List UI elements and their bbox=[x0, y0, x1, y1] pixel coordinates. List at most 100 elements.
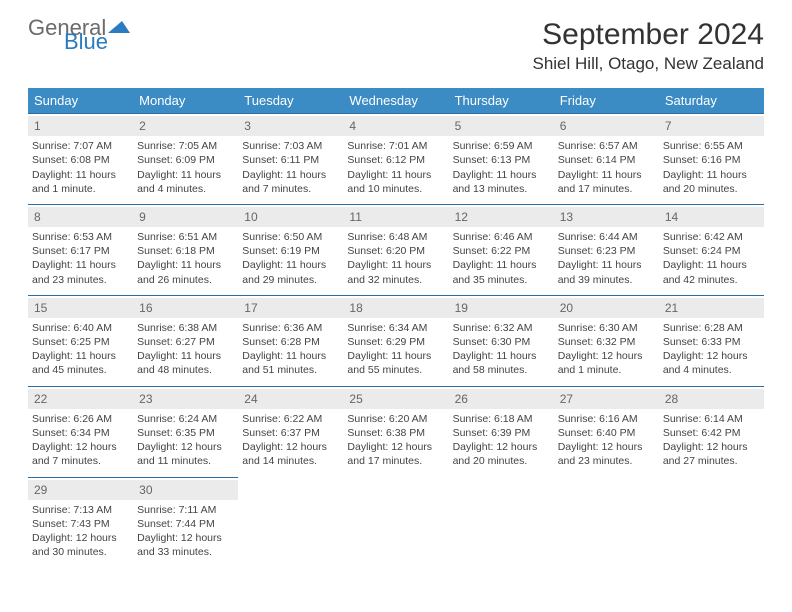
daylight-text: Daylight: 12 hours and 27 minutes. bbox=[663, 440, 760, 468]
sunset-text: Sunset: 7:44 PM bbox=[137, 517, 234, 531]
day-number: 29 bbox=[28, 480, 133, 500]
logo-text: General Blue bbox=[28, 18, 130, 52]
calendar-cell: 28Sunrise: 6:14 AMSunset: 6:42 PMDayligh… bbox=[659, 386, 764, 477]
day-number: 26 bbox=[449, 389, 554, 409]
daylight-text: Daylight: 11 hours and 29 minutes. bbox=[242, 258, 339, 286]
day-number: 15 bbox=[28, 298, 133, 318]
calendar-cell: 3Sunrise: 7:03 AMSunset: 6:11 PMDaylight… bbox=[238, 113, 343, 204]
daylight-text: Daylight: 11 hours and 7 minutes. bbox=[242, 168, 339, 196]
calendar-cell: 24Sunrise: 6:22 AMSunset: 6:37 PMDayligh… bbox=[238, 386, 343, 477]
day-number: 22 bbox=[28, 389, 133, 409]
dow-header: Sunday bbox=[28, 88, 133, 113]
dow-header: Friday bbox=[554, 88, 659, 113]
daylight-text: Daylight: 11 hours and 48 minutes. bbox=[137, 349, 234, 377]
calendar-cell: 14Sunrise: 6:42 AMSunset: 6:24 PMDayligh… bbox=[659, 204, 764, 295]
daylight-text: Daylight: 12 hours and 4 minutes. bbox=[663, 349, 760, 377]
sunrise-text: Sunrise: 6:59 AM bbox=[453, 139, 550, 153]
calendar-cell: 30Sunrise: 7:11 AMSunset: 7:44 PMDayligh… bbox=[133, 477, 238, 568]
sunrise-text: Sunrise: 7:13 AM bbox=[32, 503, 129, 517]
sunrise-text: Sunrise: 6:30 AM bbox=[558, 321, 655, 335]
calendar-cell: 20Sunrise: 6:30 AMSunset: 6:32 PMDayligh… bbox=[554, 295, 659, 386]
calendar-cell: 18 Sunrise: 6:34 AMSunset: 6:29 PMDayligh… bbox=[343, 295, 448, 386]
sunset-text: Sunset: 6:16 PM bbox=[663, 153, 760, 167]
daylight-text: Daylight: 11 hours and 20 minutes. bbox=[663, 168, 760, 196]
dow-header: Saturday bbox=[659, 88, 764, 113]
day-number: 24 bbox=[238, 389, 343, 409]
daylight-text: Daylight: 11 hours and 39 minutes. bbox=[558, 258, 655, 286]
sunset-text: Sunset: 6:39 PM bbox=[453, 426, 550, 440]
sunrise-text: Sunrise: 6:22 AM bbox=[242, 412, 339, 426]
day-number: 18 bbox=[343, 298, 448, 318]
calendar-cell: 1Sunrise: 7:07 AMSunset: 6:08 PMDaylight… bbox=[28, 113, 133, 204]
logo-part2: Blue bbox=[64, 32, 130, 52]
sunset-text: Sunset: 7:43 PM bbox=[32, 517, 129, 531]
calendar-cell: 16Sunrise: 6:38 AMSunset: 6:27 PMDayligh… bbox=[133, 295, 238, 386]
sunrise-text: Sunrise: 6:57 AM bbox=[558, 139, 655, 153]
sunrise-text: Sunrise: 6:46 AM bbox=[453, 230, 550, 244]
daylight-text: Daylight: 12 hours and 14 minutes. bbox=[242, 440, 339, 468]
day-number: 3 bbox=[238, 116, 343, 136]
calendar-cell bbox=[554, 477, 659, 568]
dow-header: Tuesday bbox=[238, 88, 343, 113]
sunset-text: Sunset: 6:24 PM bbox=[663, 244, 760, 258]
day-number: 30 bbox=[133, 480, 238, 500]
sunrise-text: Sunrise: 6:50 AM bbox=[242, 230, 339, 244]
calendar-cell: 19Sunrise: 6:32 AMSunset: 6:30 PMDayligh… bbox=[449, 295, 554, 386]
daylight-text: Daylight: 11 hours and 26 minutes. bbox=[137, 258, 234, 286]
calendar-cell: 21Sunrise: 6:28 AMSunset: 6:33 PMDayligh… bbox=[659, 295, 764, 386]
calendar-cell: 15Sunrise: 6:40 AMSunset: 6:25 PMDayligh… bbox=[28, 295, 133, 386]
sunset-text: Sunset: 6:28 PM bbox=[242, 335, 339, 349]
sunrise-text: Sunrise: 6:34 AM bbox=[347, 321, 444, 335]
day-number: 7 bbox=[659, 116, 764, 136]
daylight-text: Daylight: 12 hours and 20 minutes. bbox=[453, 440, 550, 468]
calendar-grid: SundayMondayTuesdayWednesdayThursdayFrid… bbox=[28, 88, 764, 567]
day-number: 19 bbox=[449, 298, 554, 318]
sunset-text: Sunset: 6:13 PM bbox=[453, 153, 550, 167]
sunset-text: Sunset: 6:18 PM bbox=[137, 244, 234, 258]
dow-header: Wednesday bbox=[343, 88, 448, 113]
sunset-text: Sunset: 6:19 PM bbox=[242, 244, 339, 258]
calendar-cell: 9Sunrise: 6:51 AMSunset: 6:18 PMDaylight… bbox=[133, 204, 238, 295]
day-number: 4 bbox=[343, 116, 448, 136]
calendar-cell: 13Sunrise: 6:44 AMSunset: 6:23 PMDayligh… bbox=[554, 204, 659, 295]
sunrise-text: Sunrise: 6:16 AM bbox=[558, 412, 655, 426]
sunrise-text: Sunrise: 6:28 AM bbox=[663, 321, 760, 335]
day-number: 11 bbox=[343, 207, 448, 227]
sunset-text: Sunset: 6:29 PM bbox=[347, 335, 444, 349]
day-number: 10 bbox=[238, 207, 343, 227]
daylight-text: Daylight: 11 hours and 4 minutes. bbox=[137, 168, 234, 196]
calendar-cell: 12Sunrise: 6:46 AMSunset: 6:22 PMDayligh… bbox=[449, 204, 554, 295]
calendar-cell: 6Sunrise: 6:57 AMSunset: 6:14 PMDaylight… bbox=[554, 113, 659, 204]
day-number: 9 bbox=[133, 207, 238, 227]
day-number: 28 bbox=[659, 389, 764, 409]
calendar-cell: 11Sunrise: 6:48 AMSunset: 6:20 PMDayligh… bbox=[343, 204, 448, 295]
day-number: 20 bbox=[554, 298, 659, 318]
sunrise-text: Sunrise: 7:01 AM bbox=[347, 139, 444, 153]
day-number: 27 bbox=[554, 389, 659, 409]
sunset-text: Sunset: 6:34 PM bbox=[32, 426, 129, 440]
day-number: 12 bbox=[449, 207, 554, 227]
sunrise-text: Sunrise: 6:38 AM bbox=[137, 321, 234, 335]
sunrise-text: Sunrise: 6:24 AM bbox=[137, 412, 234, 426]
sunrise-text: Sunrise: 6:26 AM bbox=[32, 412, 129, 426]
daylight-text: Daylight: 11 hours and 45 minutes. bbox=[32, 349, 129, 377]
sunset-text: Sunset: 6:22 PM bbox=[453, 244, 550, 258]
day-number: 16 bbox=[133, 298, 238, 318]
sunrise-text: Sunrise: 6:32 AM bbox=[453, 321, 550, 335]
day-number: 6 bbox=[554, 116, 659, 136]
month-title: September 2024 bbox=[532, 18, 764, 52]
sunrise-text: Sunrise: 6:36 AM bbox=[242, 321, 339, 335]
calendar-cell: 10 Sunrise: 6:50 AMSunset: 6:19 PMDayligh… bbox=[238, 204, 343, 295]
sunrise-text: Sunrise: 6:40 AM bbox=[32, 321, 129, 335]
daylight-text: Daylight: 12 hours and 11 minutes. bbox=[137, 440, 234, 468]
sunrise-text: Sunrise: 6:55 AM bbox=[663, 139, 760, 153]
sunrise-text: Sunrise: 6:18 AM bbox=[453, 412, 550, 426]
day-number: 14 bbox=[659, 207, 764, 227]
calendar-cell bbox=[659, 477, 764, 568]
calendar-cell: 8Sunrise: 6:53 AMSunset: 6:17 PMDaylight… bbox=[28, 204, 133, 295]
sunrise-text: Sunrise: 7:05 AM bbox=[137, 139, 234, 153]
daylight-text: Daylight: 11 hours and 55 minutes. bbox=[347, 349, 444, 377]
sunset-text: Sunset: 6:30 PM bbox=[453, 335, 550, 349]
calendar-cell: 17Sunrise: 6:36 AMSunset: 6:28 PMDayligh… bbox=[238, 295, 343, 386]
calendar-cell: 2Sunrise: 7:05 AMSunset: 6:09 PMDaylight… bbox=[133, 113, 238, 204]
